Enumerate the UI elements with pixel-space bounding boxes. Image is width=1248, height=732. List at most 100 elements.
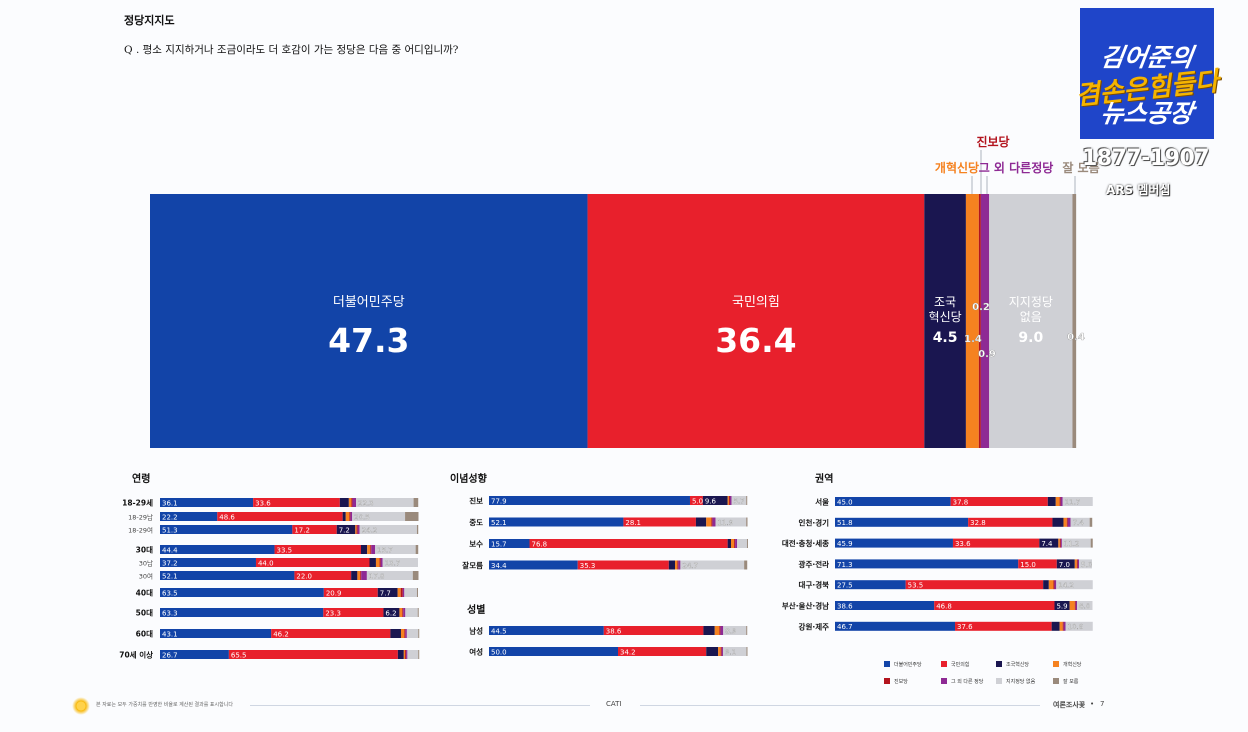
age-bar-segment: [400, 629, 405, 638]
region-bar-segment: [1058, 538, 1060, 548]
region-value-label: 5.0: [1081, 561, 1092, 569]
age-bar-segment: [253, 498, 340, 507]
age-bar-segment: [355, 525, 357, 534]
section-heading: 정당지지도: [124, 14, 175, 27]
ideology-value-label: 77.9: [491, 497, 507, 505]
gender-bar-segment: [746, 647, 748, 656]
age-bar-segment: [323, 588, 378, 597]
gender-bar-segment: [714, 626, 720, 635]
main-bar-value-label: 36.4: [715, 321, 796, 360]
age-bar-segment: [348, 498, 352, 507]
age-value-label: 37.2: [162, 559, 178, 567]
ideology-bar-segment: [729, 496, 732, 505]
region-value-label: 15.0: [1020, 561, 1036, 569]
age-bar-segment: [418, 629, 420, 638]
region-bar-segment: [1056, 580, 1093, 590]
region-bar-segment: [1076, 559, 1078, 569]
age-bar-segment: [379, 558, 381, 567]
region-bar-segment: [1018, 559, 1057, 569]
region-bar-segment: [934, 601, 1055, 610]
age-row-label: 40대: [136, 588, 153, 598]
age-bar-segment: [375, 558, 380, 567]
age-bar-segment: [361, 571, 367, 580]
main-bar-segment-1: [150, 194, 588, 448]
region-bar-segment: [1051, 621, 1060, 631]
region-value-label: 33.6: [955, 540, 971, 548]
region-bar-segment: [835, 559, 1019, 569]
main-bar-party-name: 그 외 다른정당: [979, 160, 1054, 175]
ideology-row-label: 중도: [469, 518, 483, 527]
ars-membership-label: ARS 멤버십: [1106, 183, 1171, 197]
ideology-bar-segment: [735, 539, 738, 548]
ars-phone-number: 1877-1907: [1082, 146, 1210, 171]
age-bar-segment: [405, 629, 407, 638]
age-value-label: 7.7: [380, 589, 391, 597]
age-value-label: 44.4: [162, 546, 178, 554]
age-row-label: 60대: [136, 629, 153, 639]
ideology-bar-segment: [727, 496, 729, 505]
ideology-bar-segment: [727, 539, 732, 548]
ideology-value-label: 15.7: [491, 540, 507, 548]
age-bar-segment: [357, 525, 360, 534]
age-value-label: 33.5: [277, 546, 293, 554]
region-bar-segment: [1089, 517, 1093, 527]
region-bar-segment: [835, 497, 951, 506]
age-bar-segment: [294, 571, 352, 580]
ideology-bar-segment: [728, 496, 730, 505]
age-bar-segment: [160, 512, 218, 521]
region-bar-segment: [1061, 538, 1091, 548]
age-value-label: 63.5: [162, 589, 178, 597]
age-value-label: 44.0: [258, 559, 274, 567]
ideology-bar-segment: [577, 560, 669, 570]
gender-value-label: 8.9: [725, 627, 736, 635]
region-bar-segment: [1062, 497, 1093, 506]
region-bar-segment: [1053, 580, 1055, 590]
ideology-value-label: 11.9: [717, 519, 733, 527]
region-bar-segment: [1077, 559, 1080, 569]
main-bar-segment-5: [978, 194, 981, 448]
ideology-row-label: 보수: [469, 540, 483, 549]
age-bar-segment: [228, 650, 398, 659]
main-bar-party-label: 없음: [1020, 310, 1042, 324]
region-bar-segment: [1079, 559, 1092, 569]
age-bar-segment: [352, 498, 357, 507]
ideology-bar-segment: [489, 496, 690, 505]
age-bar-segment: [160, 588, 324, 597]
region-row-label: 강원·제주: [799, 621, 830, 631]
footer-page-number: 7: [1100, 700, 1105, 708]
ideology-value-label: 52.1: [491, 519, 507, 527]
region-value-label: 53.5: [908, 582, 924, 590]
legend-label: 조국혁신당: [1006, 661, 1029, 668]
region-bar-segment: [1060, 538, 1062, 548]
age-bar-segment: [418, 650, 420, 659]
age-bar-segment: [377, 588, 398, 597]
ideology-bar-segment: [689, 496, 703, 505]
legend-label: 그 외 다른 정당: [951, 678, 984, 685]
legend-label: 진보당: [894, 678, 908, 685]
ideology-bar-segment: [489, 539, 530, 548]
age-bar-segment: [160, 608, 324, 617]
legend-swatch: [884, 678, 890, 684]
region-row-label: 광주·전라: [799, 559, 830, 569]
age-bar-segment: [404, 588, 417, 597]
region-value-label: 14.2: [1058, 582, 1074, 590]
legend-swatch: [941, 678, 947, 684]
region-value-label: 51.8: [837, 519, 853, 527]
age-bar-segment: [336, 525, 356, 534]
ideology-bar-segment: [746, 539, 748, 548]
age-row-label: 50대: [136, 608, 153, 618]
region-bar-segment: [835, 621, 956, 631]
age-bar-segment: [342, 512, 346, 521]
gender-bar-segment: [618, 647, 707, 656]
region-bar-segment: [1070, 517, 1090, 527]
main-bar-party-label: 지지정당: [1009, 295, 1053, 309]
age-bar-segment: [405, 608, 418, 617]
gender-value-label: 38.6: [606, 627, 622, 635]
age-row-label: 30남: [139, 559, 153, 568]
age-bar-segment: [370, 545, 372, 554]
age-bar-segment: [402, 588, 405, 597]
ideology-bar-segment: [680, 560, 745, 570]
legend-swatch: [941, 661, 947, 667]
age-bar-segment: [403, 608, 406, 617]
age-value-label: 17.8: [369, 572, 385, 580]
